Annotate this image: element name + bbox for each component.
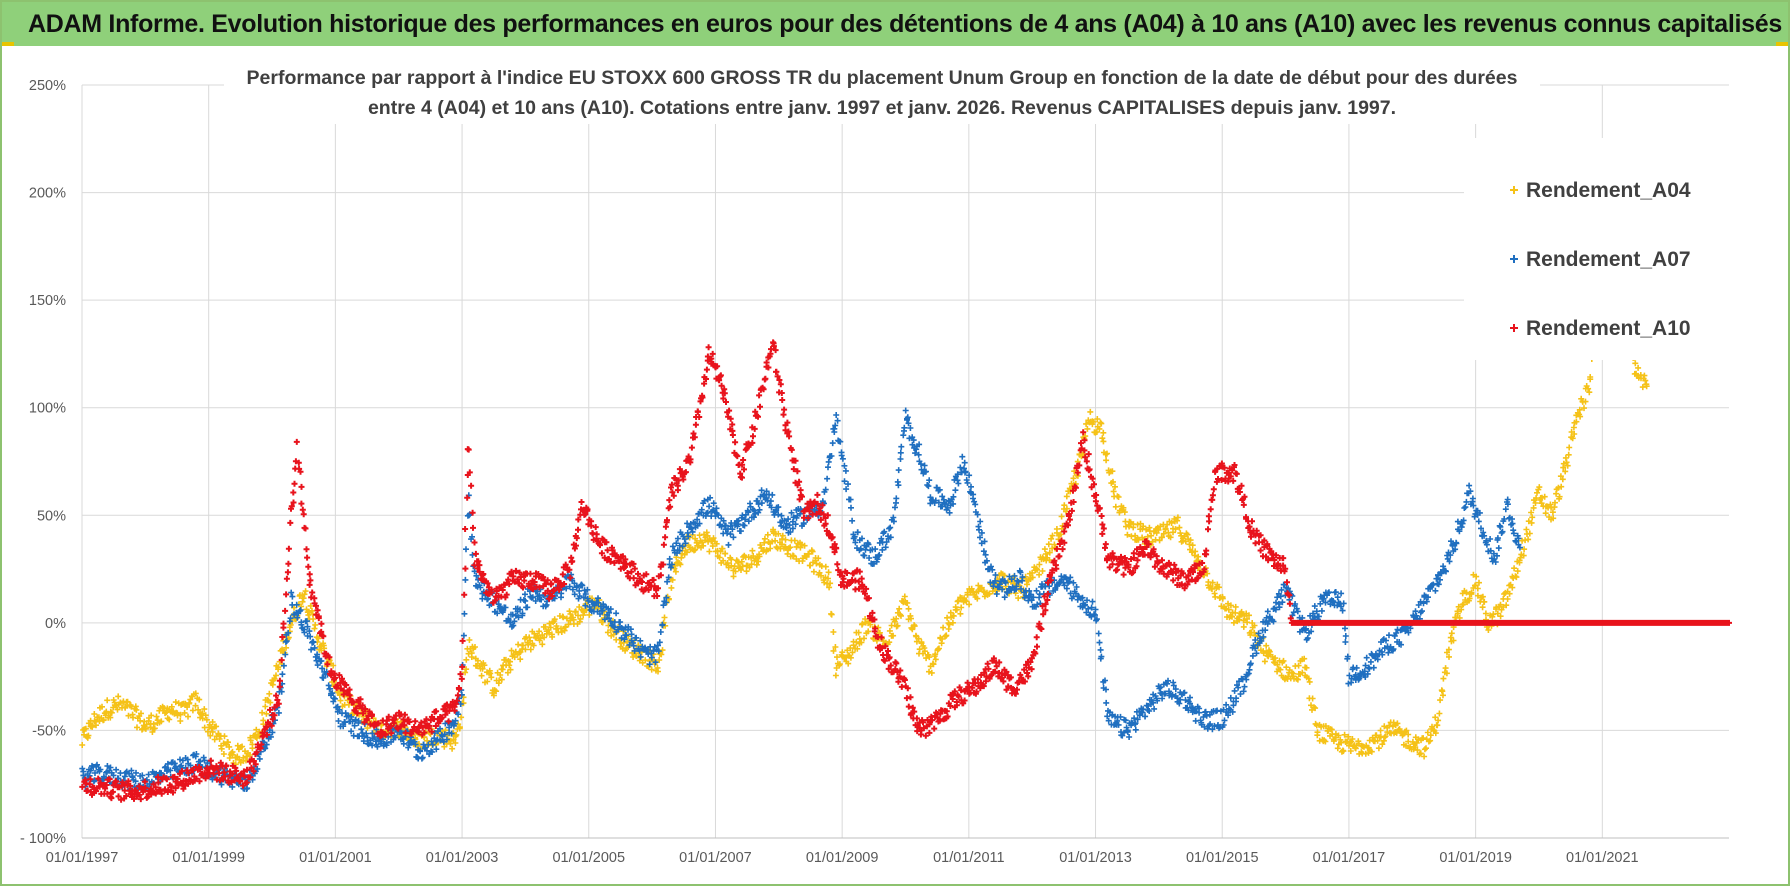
y-tick-label: 100% [29,401,66,417]
legend-label-rendement_a04: Rendement_A04 [1526,179,1691,202]
chart-title-line: entre 4 (A04) et 10 ans (A10). Cotations… [368,97,1396,119]
performance-chart: - 100% -50% 0% 50% 100% 150% 200% 250% 01/01/199… [20,60,1732,866]
x-tick-label: 01/01/2003 [426,850,499,866]
header-banner: ADAM Informe. Evolution historique des p… [2,2,1788,46]
y-tick-label: -50% [32,723,66,739]
scatter-marks-rendement_a07 [79,407,1523,793]
legend-label-rendement_a07: Rendement_A07 [1526,248,1691,271]
x-tick-label: 01/01/2015 [1186,850,1259,866]
x-tick-label: 01/01/1999 [172,850,245,866]
banner-accent-left [2,42,14,46]
y-tick-label: 50% [37,508,66,524]
scatter-marks-rendement_a04 [79,151,1650,768]
x-tick-label: 01/01/2007 [679,850,752,866]
y-tick-label: - 100% [20,831,66,847]
y-tick-label: 200% [29,186,66,202]
x-tick-label: 01/01/2011 [933,850,1005,866]
x-tick-label: 01/01/2005 [552,850,625,866]
y-tick-label: 150% [29,293,66,309]
x-tick-label: 01/01/2001 [299,850,372,866]
legend-box [1464,138,1730,360]
banner-accent-right [1776,42,1788,46]
y-tick-label: 0% [45,616,66,632]
legend-label-rendement_a10: Rendement_A10 [1526,317,1691,340]
x-tick-label: 01/01/1997 [46,850,119,866]
legend-marker-rendement_a04 [1510,186,1518,194]
legend-marker-rendement_a07 [1510,255,1518,263]
legend-marker-rendement_a10 [1510,324,1518,332]
x-tick-label: 01/01/2019 [1439,850,1512,866]
chart-title-background [224,60,1540,124]
scatter-marks-rendement_a10 [79,339,1732,803]
x-tick-label: 01/01/2009 [806,850,879,866]
series-rendement_a04 [79,151,1650,768]
x-tick-label: 01/01/2013 [1059,850,1132,866]
y-tick-label: 250% [29,78,66,94]
x-tick-label: 01/01/2021 [1566,850,1639,866]
series-rendement_a07 [79,407,1523,793]
header-title: ADAM Informe. Evolution historique des p… [28,10,1782,38]
chart-title-line: Performance par rapport à l'indice EU ST… [247,67,1518,89]
x-tick-label: 01/01/2017 [1313,850,1386,866]
series-rendement_a10 [79,339,1732,803]
